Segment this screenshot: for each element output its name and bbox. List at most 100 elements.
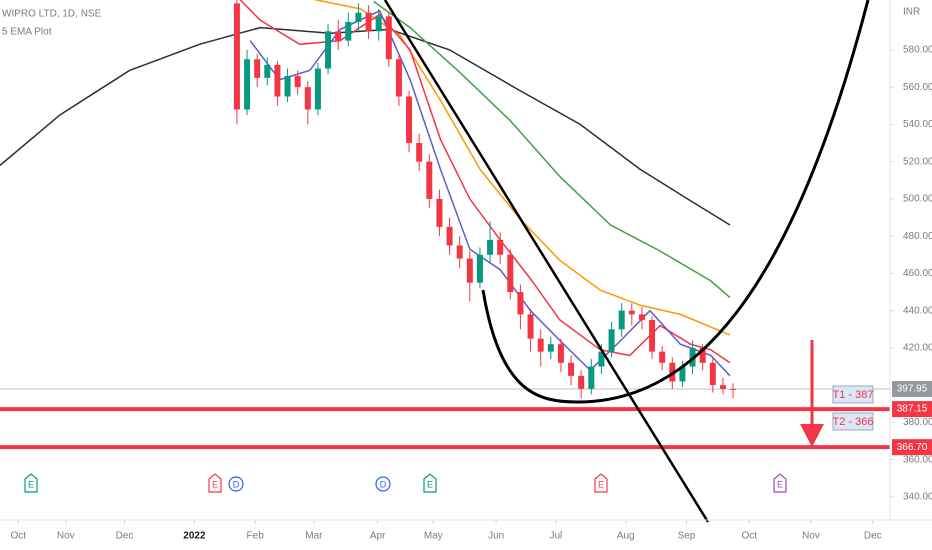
price-label: 366.70	[897, 442, 928, 453]
event-label: E	[777, 479, 783, 489]
candle-body	[659, 351, 666, 363]
y-tick-label: 580.00	[903, 45, 932, 56]
candle-body	[618, 310, 625, 330]
x-tick-label: Feb	[247, 531, 265, 542]
y-tick-label: 500.00	[903, 194, 932, 205]
x-tick-label: 2022	[183, 531, 206, 542]
x-tick-label: Oct	[10, 531, 26, 542]
event-marker	[24, 473, 38, 493]
candle-body	[466, 258, 473, 283]
annotation: T1 - 387	[833, 389, 874, 401]
event-label: D	[233, 479, 240, 489]
x-tick-label: Mar	[305, 531, 323, 542]
candle-body	[325, 31, 332, 69]
x-tick-label: Nov	[57, 531, 75, 542]
event-label: E	[598, 479, 604, 489]
event-marker	[773, 473, 787, 493]
candle-body	[557, 344, 564, 363]
y-tick-label: 560.00	[903, 82, 932, 93]
event-label: D	[380, 479, 387, 489]
price-label-box	[892, 401, 932, 418]
y-tick-label: 420.00	[903, 343, 932, 354]
candle-body	[233, 3, 240, 110]
candle-body	[284, 75, 291, 97]
y-tick-label: 460.00	[903, 268, 932, 279]
event-marker	[423, 473, 437, 493]
price-label: 387.15	[897, 404, 928, 415]
candle-body	[456, 245, 463, 259]
candle-body	[375, 16, 382, 32]
event-label: E	[28, 479, 34, 489]
candle-body	[244, 59, 251, 110]
candle-body	[395, 59, 402, 97]
x-tick-label: Oct	[741, 531, 757, 542]
candle-body	[355, 12, 362, 22]
y-tick-label: 440.00	[903, 305, 932, 316]
candle-body	[385, 16, 392, 60]
annotation: T2 - 366	[833, 416, 874, 428]
cup-curve	[481, 0, 870, 404]
event-label: E	[427, 479, 433, 489]
ema-line	[373, 0, 731, 299]
y-tick-label: 340.00	[903, 492, 932, 503]
candle-body	[497, 239, 504, 255]
price-label-box	[892, 439, 932, 456]
candle-body	[709, 362, 716, 386]
annotation-box	[832, 412, 874, 431]
price-label: 397.95	[897, 384, 928, 395]
event-marker	[208, 473, 222, 493]
candle-body	[598, 351, 605, 367]
candle-body	[416, 143, 423, 162]
y-tick-label: 380.00	[903, 417, 932, 428]
candle-body	[679, 366, 686, 382]
candle-body	[476, 254, 483, 283]
candle-body	[365, 12, 372, 32]
candle-body	[335, 31, 342, 41]
candle-body	[406, 96, 413, 144]
price-label-box	[892, 380, 932, 397]
event-marker	[594, 473, 608, 493]
candle-body	[254, 59, 261, 78]
candle-body	[507, 254, 514, 293]
axis-unit: INR	[903, 7, 920, 18]
trend-line	[383, 0, 710, 523]
x-tick-label: Dec	[116, 531, 134, 542]
candle-body	[426, 161, 433, 199]
x-tick-label: Aug	[617, 531, 635, 542]
candle-body	[274, 64, 281, 97]
candle-body	[304, 87, 311, 110]
candle-body	[487, 239, 494, 255]
event-marker	[375, 476, 391, 492]
candle-body	[588, 366, 595, 389]
candle-body	[628, 310, 635, 315]
y-tick-label: 480.00	[903, 231, 932, 242]
candle-body	[699, 347, 706, 363]
x-tick-label: May	[424, 531, 443, 542]
x-tick-label: Apr	[370, 531, 386, 542]
x-tick-label: Jun	[488, 531, 504, 542]
y-tick-label: 540.00	[903, 119, 932, 130]
candle-body	[264, 64, 271, 78]
chart-title: WIPRO LTD, 1D, NSE	[2, 9, 102, 20]
annotation-box	[832, 385, 874, 404]
event-marker	[228, 476, 244, 492]
y-tick-label: 360.00	[903, 454, 932, 465]
x-tick-label: Nov	[802, 531, 820, 542]
candle-body	[537, 338, 544, 352]
candle-body	[294, 75, 301, 88]
candle-body	[345, 21, 352, 41]
candle-body	[730, 388, 737, 390]
candle-body	[314, 68, 321, 110]
candle-body	[719, 385, 726, 389]
candle-body	[578, 375, 585, 389]
candle-body	[638, 314, 645, 320]
candle-body	[517, 292, 524, 315]
candle-body	[436, 198, 443, 227]
x-tick-label: Sep	[678, 531, 696, 542]
candle-body	[608, 329, 615, 352]
indicator-name: 5 EMA Plot	[2, 27, 52, 38]
y-tick-label: 520.00	[903, 156, 932, 167]
